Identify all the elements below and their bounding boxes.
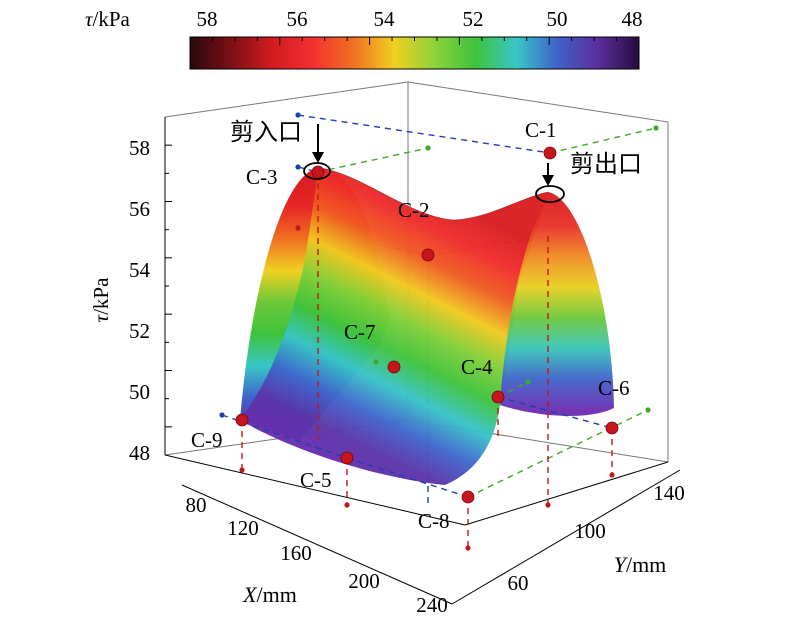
colorbar-tick-label: 52: [463, 7, 484, 31]
x-axis: 80 120 160 200 240 X/mm: [186, 493, 448, 617]
surface-main-saddle: [240, 168, 548, 485]
projection-dot: [525, 379, 531, 385]
response-surface: [240, 167, 614, 485]
colorbar-ticks: [189, 37, 640, 45]
z-tick-label: 56: [129, 197, 150, 221]
point-c4-marker: [491, 390, 505, 404]
inlet-highlight-ellipse: [303, 162, 331, 180]
x-tick-label: 120: [227, 516, 259, 540]
projection-dot: [653, 125, 659, 131]
projection-dot: [645, 407, 651, 413]
projection-dot: [545, 502, 551, 508]
projection-dot: [295, 164, 301, 170]
point-c8-marker: [461, 490, 475, 504]
x-axis-label: X/mm: [242, 582, 297, 607]
box-front-right-base: [464, 461, 669, 526]
outlet-arrow-head: [542, 175, 554, 186]
colorbar-label-var: τ: [85, 7, 94, 31]
z-axis-label-unit: /kPa: [89, 277, 113, 315]
colorbar-tick-label: 56: [287, 7, 308, 31]
guide-line: [317, 147, 429, 173]
colorbar-tick-label: 48: [622, 7, 643, 31]
z-axis-label-var: τ: [89, 313, 113, 322]
point-c6-marker: [605, 421, 619, 435]
point-c3-marker: [311, 165, 325, 179]
outlet-annotation: 剪出口: [570, 151, 642, 178]
point-c1-label: C-1: [525, 118, 557, 142]
projection-dot: [609, 472, 615, 478]
z-tick-label: 50: [129, 380, 150, 404]
guide-line: [549, 127, 657, 154]
x-axis-label-unit: /mm: [257, 582, 297, 607]
z-axis: 48 50 52 54 56 58 τ/kPa: [89, 117, 172, 465]
surface-right-flank: [500, 192, 614, 416]
y-axis-label-var: Y: [614, 552, 629, 577]
z-axis-label: τ/kPa: [89, 277, 113, 323]
projection-dot: [239, 467, 245, 473]
point-c1-marker: [543, 146, 557, 160]
point-c6-label: C-6: [598, 376, 630, 400]
projection-dot: [373, 359, 379, 365]
colorbar-label-unit: /kPa: [93, 7, 131, 31]
colorbar: τ/kPa 58 56 54 52 50 48: [85, 7, 643, 70]
y-axis-label-unit: /mm: [626, 552, 666, 577]
colorbar-gradient: [189, 36, 640, 70]
x-tick-label: 240: [416, 593, 448, 617]
colorbar-tick-label: 50: [547, 7, 568, 31]
x-tick-label: 160: [280, 541, 312, 565]
sample-points: C-1 C-2 C-3 C-4 C-5 C-6 C-7 C-8 C-9: [191, 118, 630, 533]
x-tick-label: 80: [186, 493, 207, 517]
outlet-highlight-ellipse: [535, 185, 565, 203]
point-c8-label: C-8: [418, 509, 450, 533]
box-front-x-axis: [181, 484, 453, 605]
point-c7-label: C-7: [344, 320, 376, 344]
guide-line: [297, 114, 551, 154]
y-tick-label: 100: [574, 519, 606, 543]
colorbar-label: τ/kPa: [85, 7, 131, 31]
projection-dot: [425, 145, 431, 151]
point-c3-label: C-3: [246, 165, 278, 189]
point-c7-marker: [387, 360, 401, 374]
point-c4-label: C-4: [461, 355, 493, 379]
point-c2-label: C-2: [398, 198, 430, 222]
box-front-y-axis: [451, 469, 681, 605]
colorbar-tick-label: 58: [197, 7, 218, 31]
colorbar-tick-label: 54: [374, 7, 396, 31]
point-c9-label: C-9: [191, 428, 223, 452]
projection-dot: [344, 502, 350, 508]
guide-line: [467, 409, 649, 498]
x-axis-label-var: X: [242, 582, 258, 607]
z-tick-label: 58: [129, 136, 150, 160]
annotations: 剪入口 剪出口: [230, 119, 642, 203]
z-axis-ticks: [165, 144, 172, 428]
projection-dot: [295, 225, 301, 231]
projection-dot: [219, 412, 225, 418]
guide-line: [297, 166, 319, 173]
point-c9-marker: [235, 413, 249, 427]
x-tick-label: 200: [348, 569, 380, 593]
y-tick-label: 60: [508, 571, 529, 595]
y-axis: 60 100 140 Y/mm: [508, 481, 685, 595]
box-front-left-base: [164, 454, 466, 526]
y-tick-label: 140: [653, 481, 685, 505]
inlet-annotation: 剪入口: [230, 119, 302, 146]
y-axis-label: Y/mm: [614, 552, 667, 577]
guide-line: [497, 396, 613, 429]
surface-ridge-line: [317, 167, 549, 221]
z-tick-label: 52: [129, 319, 150, 343]
box-back-right-edge: [407, 81, 669, 462]
projection-dots: [219, 112, 659, 551]
inlet-arrow-head: [312, 152, 324, 163]
projection-dot: [295, 112, 301, 118]
projection-dot: [465, 545, 471, 551]
point-c5-label: C-5: [300, 468, 332, 492]
z-tick-label: 48: [129, 441, 150, 465]
point-c2-marker: [421, 248, 435, 262]
z-tick-label: 54: [129, 258, 151, 282]
point-c5-marker: [340, 451, 354, 465]
